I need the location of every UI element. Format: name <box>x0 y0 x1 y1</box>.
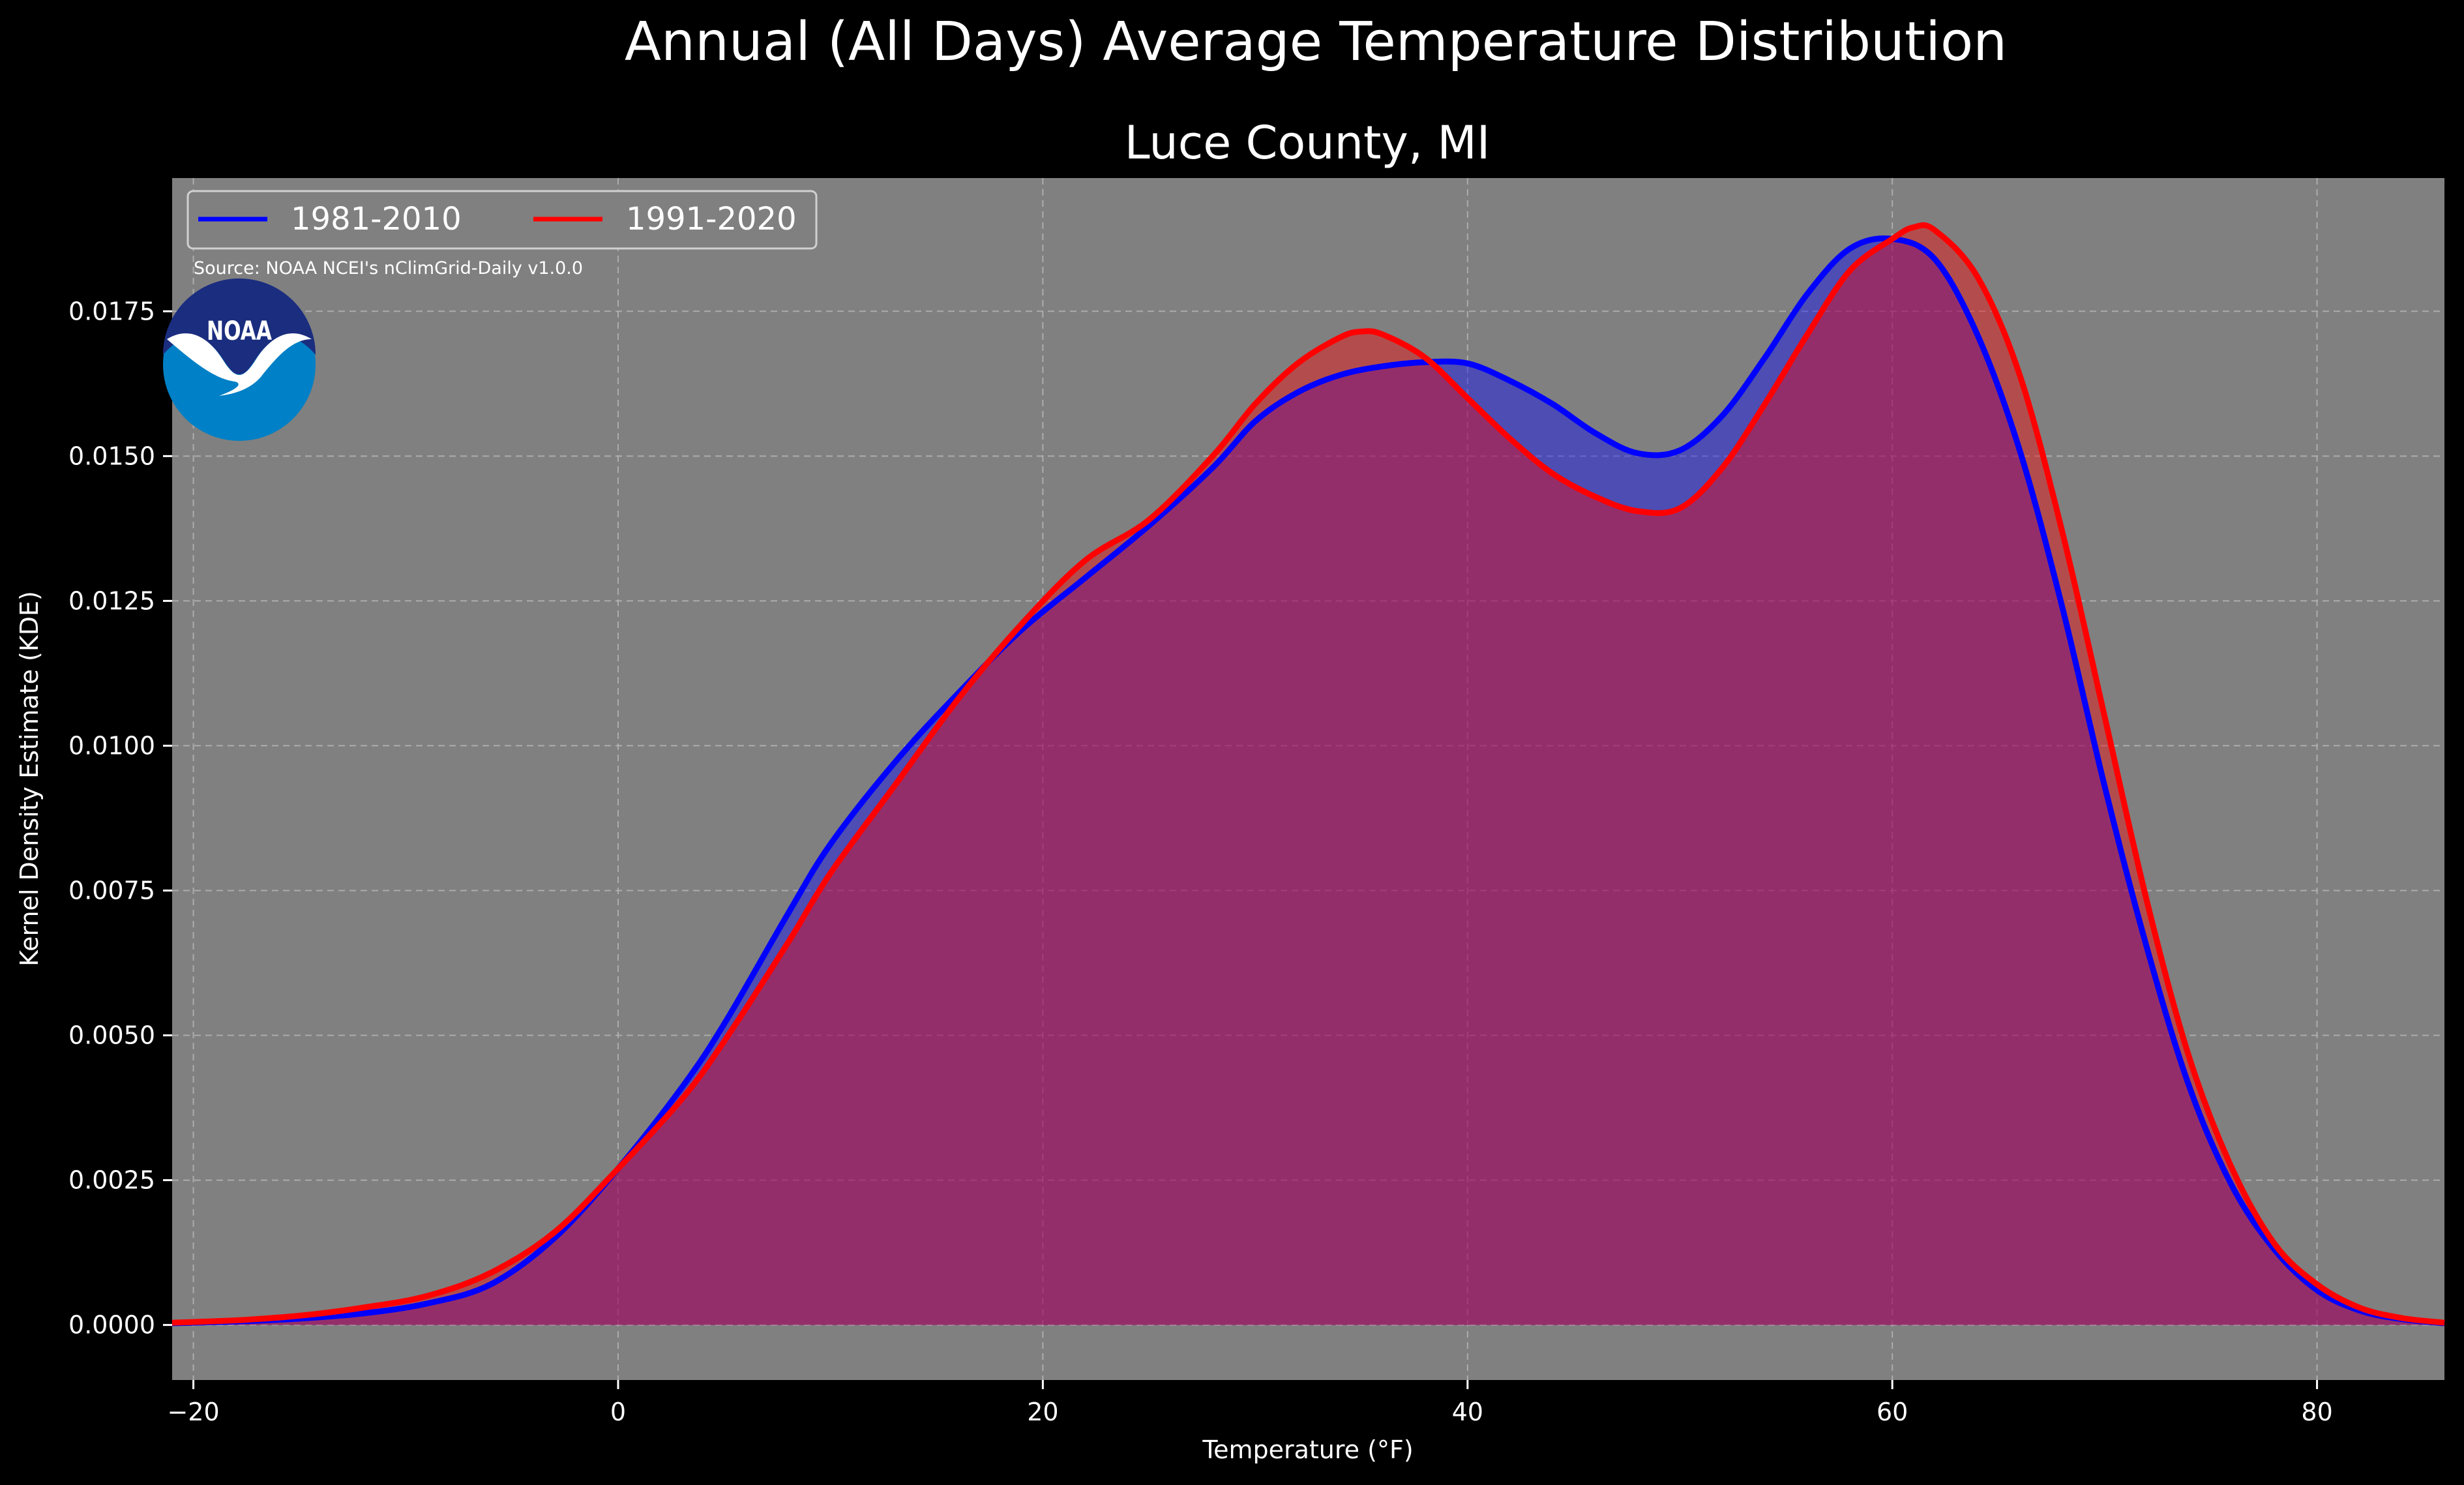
y-tick-label: 0.0125 <box>68 586 155 615</box>
x-tick-label: 60 <box>1877 1398 1908 1426</box>
x-tick-label: 0 <box>610 1398 626 1426</box>
y-axis-label: Kernel Density Estimate (KDE) <box>15 591 44 967</box>
area-1981-2010 <box>172 238 2444 1325</box>
chart-title: Luce County, MI <box>1125 116 1491 170</box>
noaa-logo-sky <box>163 278 316 374</box>
y-tick-label: 0.0100 <box>68 731 155 760</box>
x-tick-label: −20 <box>167 1398 219 1426</box>
x-tick-label: 20 <box>1027 1398 1058 1426</box>
legend-label-1991-2020: 1991-2020 <box>626 201 797 237</box>
x-tick-label: 40 <box>1452 1398 1483 1426</box>
x-axis-ticks: −20 0 20 40 60 80 <box>167 1380 2333 1426</box>
area-1991-2020 <box>172 225 2444 1325</box>
x-axis-label: Temperature (°F) <box>1202 1435 1413 1464</box>
noaa-logo-bird <box>167 333 312 396</box>
grid-lines <box>172 178 2444 1380</box>
line-1981-2010 <box>171 235 2445 1327</box>
y-tick-label: 0.0150 <box>68 442 155 470</box>
y-tick-label: 0.0175 <box>68 297 155 325</box>
y-tick-label: 0.0000 <box>68 1311 155 1340</box>
density-areas <box>172 225 2444 1325</box>
noaa-logo: NOAA <box>163 278 316 441</box>
x-tick-label: 80 <box>2301 1398 2332 1426</box>
noaa-logo-text: NOAA <box>207 316 272 346</box>
density-lines <box>171 222 2445 1327</box>
figure-suptitle: Annual (All Days) Average Temperature Di… <box>625 11 2007 73</box>
legend-frame <box>186 190 818 250</box>
legend: 1981-2010 1991-2020 <box>186 190 818 250</box>
y-tick-label: 0.0075 <box>68 876 155 905</box>
y-axis-ticks: 0.0000 0.0025 0.0050 0.0075 0.0100 0.0125 0.01… <box>68 297 172 1340</box>
source-note: Source: NOAA NCEI's nClimGrid-Daily v1.0… <box>194 258 583 278</box>
y-tick-label: 0.0050 <box>68 1021 155 1050</box>
legend-label-1981-2010: 1981-2010 <box>291 201 462 237</box>
y-tick-label: 0.0025 <box>68 1166 155 1195</box>
line-1991-2020 <box>171 222 2445 1326</box>
